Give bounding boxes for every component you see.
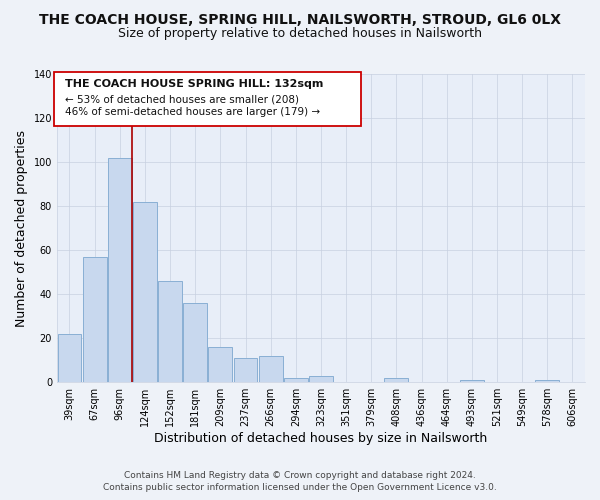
- Text: THE COACH HOUSE SPRING HILL: 132sqm: THE COACH HOUSE SPRING HILL: 132sqm: [65, 78, 323, 88]
- Text: THE COACH HOUSE, SPRING HILL, NAILSWORTH, STROUD, GL6 0LX: THE COACH HOUSE, SPRING HILL, NAILSWORTH…: [39, 12, 561, 26]
- Bar: [108, 158, 132, 382]
- Text: Size of property relative to detached houses in Nailsworth: Size of property relative to detached ho…: [118, 28, 482, 40]
- Text: Contains HM Land Registry data © Crown copyright and database right 2024.: Contains HM Land Registry data © Crown c…: [124, 471, 476, 480]
- Bar: [460, 380, 484, 382]
- Text: 46% of semi-detached houses are larger (179) →: 46% of semi-detached houses are larger (…: [65, 108, 320, 118]
- Bar: [83, 256, 107, 382]
- Bar: [385, 378, 409, 382]
- X-axis label: Distribution of detached houses by size in Nailsworth: Distribution of detached houses by size …: [154, 432, 488, 445]
- Bar: [535, 380, 559, 382]
- Bar: [284, 378, 308, 382]
- Y-axis label: Number of detached properties: Number of detached properties: [15, 130, 28, 326]
- FancyBboxPatch shape: [54, 72, 361, 126]
- Bar: [183, 303, 207, 382]
- Bar: [309, 376, 333, 382]
- Text: ← 53% of detached houses are smaller (208): ← 53% of detached houses are smaller (20…: [65, 94, 299, 104]
- Bar: [58, 334, 82, 382]
- Bar: [233, 358, 257, 382]
- Bar: [133, 202, 157, 382]
- Bar: [208, 347, 232, 382]
- Bar: [259, 356, 283, 382]
- Text: Contains public sector information licensed under the Open Government Licence v3: Contains public sector information licen…: [103, 484, 497, 492]
- Bar: [158, 281, 182, 382]
